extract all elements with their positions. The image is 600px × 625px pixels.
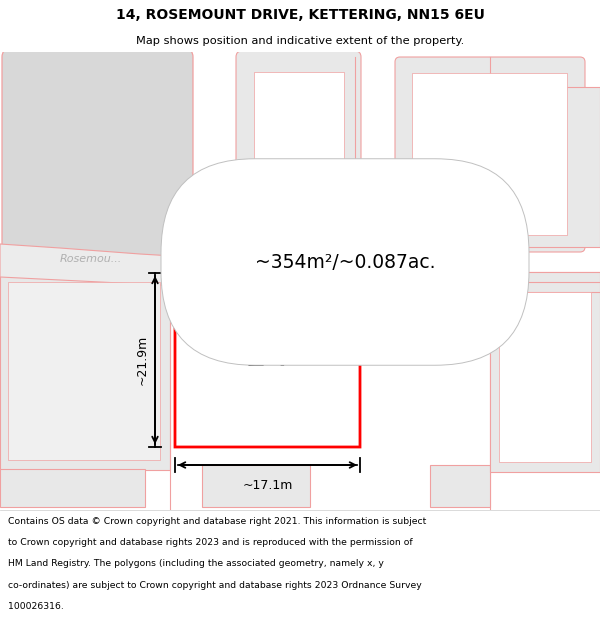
Polygon shape — [0, 244, 330, 292]
FancyBboxPatch shape — [236, 51, 361, 218]
Bar — [430, 465, 490, 507]
Text: 100026316.: 100026316. — [8, 602, 64, 611]
Bar — [8, 282, 160, 460]
Bar — [500, 87, 600, 247]
Bar — [499, 292, 591, 462]
Text: co-ordinates) are subject to Crown copyright and database rights 2023 Ordnance S: co-ordinates) are subject to Crown copyr… — [8, 581, 422, 590]
Text: Contains OS data © Crown copyright and database right 2021. This information is : Contains OS data © Crown copyright and d… — [8, 517, 426, 526]
Polygon shape — [10, 57, 185, 252]
Bar — [490, 282, 600, 472]
Text: ~21.9m: ~21.9m — [136, 335, 149, 385]
Polygon shape — [175, 265, 360, 447]
Bar — [0, 469, 145, 507]
Text: ~17.1m: ~17.1m — [242, 479, 293, 492]
Text: Map shows position and indicative extent of the property.: Map shows position and indicative extent… — [136, 36, 464, 46]
Text: Rosemou...: Rosemou... — [60, 254, 122, 264]
Bar — [202, 465, 310, 507]
Bar — [500, 272, 600, 432]
Bar — [254, 72, 344, 202]
Bar — [412, 73, 567, 235]
Text: ~354m²/~0.087ac.: ~354m²/~0.087ac. — [255, 253, 435, 271]
Bar — [185, 352, 350, 372]
FancyBboxPatch shape — [2, 49, 193, 260]
Bar — [185, 274, 350, 307]
Text: HM Land Registry. The polygons (including the associated geometry, namely x, y: HM Land Registry. The polygons (includin… — [8, 559, 383, 569]
Text: 14, ROSEMOUNT DRIVE, KETTERING, NN15 6EU: 14, ROSEMOUNT DRIVE, KETTERING, NN15 6EU — [116, 8, 484, 21]
Bar — [0, 272, 170, 470]
FancyBboxPatch shape — [395, 57, 585, 252]
Text: to Crown copyright and database rights 2023 and is reproduced with the permissio: to Crown copyright and database rights 2… — [8, 538, 412, 547]
Text: 14: 14 — [245, 339, 290, 373]
